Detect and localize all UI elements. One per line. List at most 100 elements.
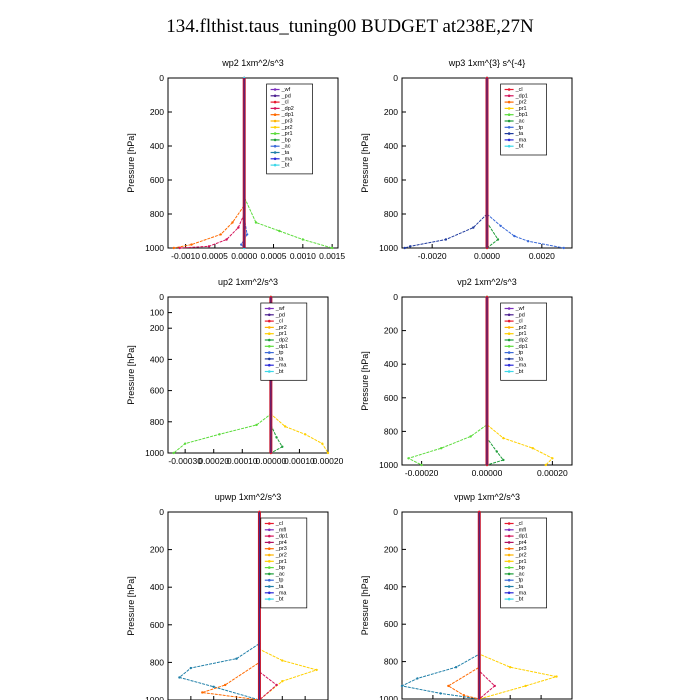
series-point bbox=[508, 666, 512, 669]
panel-frame bbox=[401, 511, 573, 700]
series-point bbox=[183, 442, 187, 445]
y-tick-label: 600 bbox=[150, 386, 164, 396]
legend-label: _ta bbox=[515, 584, 525, 590]
legend-label: _pr1 bbox=[515, 106, 527, 112]
series-point bbox=[281, 445, 284, 448]
series-point bbox=[255, 423, 258, 427]
legend-marker bbox=[507, 326, 511, 329]
legend-label: _ma bbox=[275, 590, 288, 596]
legend-marker bbox=[273, 88, 277, 91]
x-tick-label: 0.00010 bbox=[227, 456, 258, 466]
legend-label: _dp1 bbox=[281, 112, 294, 118]
series-point bbox=[223, 683, 227, 687]
y-tick-label: 0 bbox=[159, 507, 164, 517]
y-tick-label: 800 bbox=[150, 209, 164, 219]
panel-title: wp2 1xm^2/s^3 bbox=[221, 58, 283, 68]
series-point bbox=[281, 680, 284, 683]
y-tick-label: 200 bbox=[384, 107, 398, 117]
x-tick-label: -0.0020 bbox=[418, 251, 447, 261]
legend-marker bbox=[268, 585, 271, 588]
x-tick-label: 0.00020 bbox=[198, 456, 229, 466]
legend-label: _pr1 bbox=[515, 331, 527, 337]
legend-box bbox=[500, 302, 547, 381]
legend-label: _tp bbox=[515, 350, 524, 356]
y-tick-label: 0 bbox=[393, 507, 398, 517]
series-point bbox=[409, 245, 412, 248]
y-tick-label: 400 bbox=[150, 582, 164, 592]
legend-marker bbox=[507, 541, 511, 544]
legend-marker bbox=[507, 553, 511, 557]
legend-label: _bp bbox=[515, 565, 525, 571]
legend-label: _pr2 bbox=[275, 325, 287, 331]
legend-label: _ta bbox=[275, 356, 285, 362]
series-line bbox=[407, 297, 488, 466]
series-point bbox=[454, 666, 458, 669]
series-point bbox=[245, 233, 249, 236]
series-line bbox=[447, 512, 480, 700]
legend-marker bbox=[268, 560, 271, 563]
x-tick-label: -0.00020 bbox=[405, 468, 439, 478]
legend-marker bbox=[507, 100, 511, 104]
series-line bbox=[173, 297, 272, 454]
series-point bbox=[493, 684, 496, 688]
legend-label: _pr4 bbox=[275, 540, 287, 546]
y-tick-label: 200 bbox=[150, 107, 164, 117]
y-axis-label: Pressure [hPa] bbox=[126, 133, 136, 193]
legend-marker bbox=[507, 560, 511, 563]
x-tick-label: 0.0005 bbox=[261, 251, 287, 261]
legend-label: _dp1 bbox=[515, 93, 528, 99]
y-tick-label: 1000 bbox=[145, 448, 164, 458]
series-point bbox=[447, 684, 450, 688]
legend-marker bbox=[507, 345, 511, 348]
legend-marker bbox=[273, 107, 277, 110]
x-tick-label: -0.0010 bbox=[171, 251, 200, 261]
series-point bbox=[321, 442, 324, 445]
legend-label: _pr2 bbox=[515, 553, 527, 559]
legend-marker bbox=[507, 585, 511, 588]
panel-title: wp3 1xm^{3} s^{-4} bbox=[448, 58, 526, 68]
series-point bbox=[555, 675, 558, 678]
y-tick-label: 0 bbox=[393, 73, 398, 83]
legend-marker bbox=[268, 597, 271, 601]
legend-marker bbox=[268, 572, 271, 576]
series-point bbox=[301, 238, 305, 241]
series-line bbox=[404, 78, 488, 249]
legend-marker bbox=[507, 591, 511, 595]
legend-marker bbox=[507, 566, 511, 569]
legend-label: _bp1 bbox=[515, 112, 528, 118]
legend-label: _cl bbox=[281, 100, 289, 106]
series-point bbox=[190, 243, 193, 246]
panel-frame bbox=[167, 511, 329, 700]
y-tick-label: 1000 bbox=[379, 460, 398, 470]
legend-label: _pd bbox=[281, 93, 291, 99]
legend-label: _mfl bbox=[515, 527, 526, 533]
legend-label: _ta bbox=[275, 584, 285, 590]
legend-marker bbox=[268, 566, 271, 569]
series-point bbox=[315, 668, 318, 672]
legend-label: _bp bbox=[275, 565, 285, 571]
x-tick-label: 0.00010 bbox=[284, 456, 315, 466]
legend-label: _dp1 bbox=[275, 534, 288, 540]
series-point bbox=[254, 221, 258, 224]
y-tick-label: 800 bbox=[384, 657, 398, 667]
legend-label: _tp bbox=[515, 125, 524, 131]
x-tick-label: 0.0015 bbox=[319, 251, 345, 261]
series-point bbox=[207, 245, 211, 248]
series-point bbox=[526, 240, 530, 243]
series-point bbox=[472, 226, 475, 229]
legend-marker bbox=[507, 144, 511, 148]
panel-title: vp2 1xm^2/s^3 bbox=[457, 277, 516, 287]
legend-label: _tp bbox=[515, 578, 524, 584]
figure-title: 134.flthist.taus_tuning00 BUDGET at238E,… bbox=[166, 16, 534, 37]
legend-label: _pr4 bbox=[515, 540, 527, 546]
panel-frame bbox=[167, 77, 339, 249]
legend-label: _pr2 bbox=[281, 125, 293, 131]
series-point bbox=[407, 457, 410, 460]
legend-label: _cl bbox=[515, 319, 523, 325]
legend-label: _wf bbox=[281, 87, 291, 93]
series-point bbox=[562, 246, 565, 250]
y-tick-label: 200 bbox=[150, 323, 164, 333]
panel-title: upwp 1xm^2/s^3 bbox=[215, 492, 281, 502]
legend-label: _mfl bbox=[275, 527, 286, 533]
legend-marker bbox=[507, 363, 511, 367]
